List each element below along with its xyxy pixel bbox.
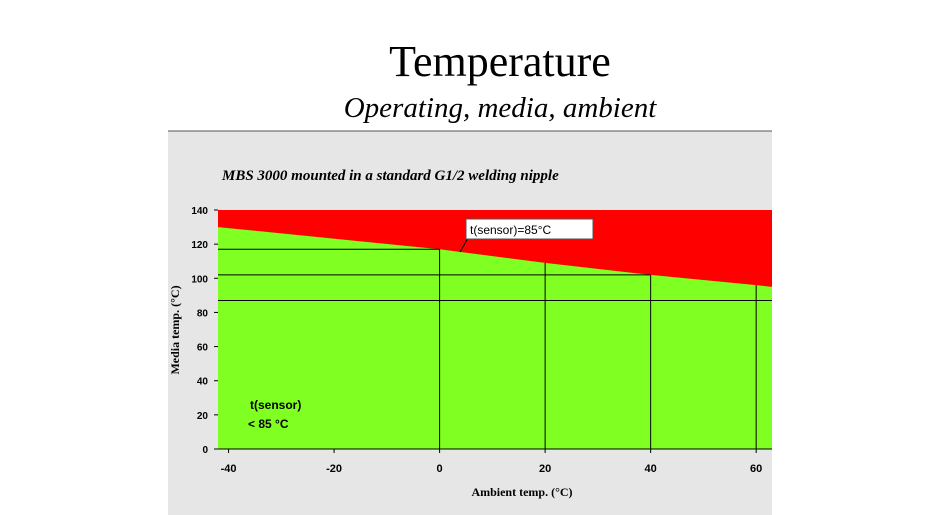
x-tick-label: -20 <box>326 463 342 475</box>
y-tick-label: 60 <box>197 343 209 354</box>
chart-title: MBS 3000 mounted in a standard G1/2 weld… <box>221 168 559 184</box>
y-tick-label: 0 <box>202 445 208 456</box>
x-axis-label: Ambient temp. (°C) <box>471 485 572 499</box>
annotation-leader <box>459 237 469 253</box>
annotation: t(sensor) <box>250 398 301 412</box>
below-area <box>218 227 772 449</box>
y-axis-label: Media temp. (°C) <box>168 285 182 374</box>
annotation: < 85 °C <box>248 417 289 431</box>
x-tick-label: -40 <box>221 463 237 475</box>
x-tick-label: 0 <box>437 463 443 475</box>
y-tick-label: 40 <box>197 377 209 388</box>
x-tick-label: 60 <box>750 463 762 475</box>
x-tick-label: 20 <box>539 463 551 475</box>
annotation: t(sensor)=85°C <box>470 223 551 237</box>
y-tick-label: 20 <box>197 411 209 422</box>
slide-title: Temperature <box>389 37 611 86</box>
y-tick-label: 140 <box>191 206 208 217</box>
y-tick-label: 80 <box>197 308 209 319</box>
annotation-box <box>465 218 594 240</box>
x-tick-label: 40 <box>645 463 657 475</box>
y-tick-label: 120 <box>191 240 208 251</box>
slide-subtitle: Operating, media, ambient <box>344 92 657 124</box>
y-tick-label: 100 <box>191 274 208 285</box>
